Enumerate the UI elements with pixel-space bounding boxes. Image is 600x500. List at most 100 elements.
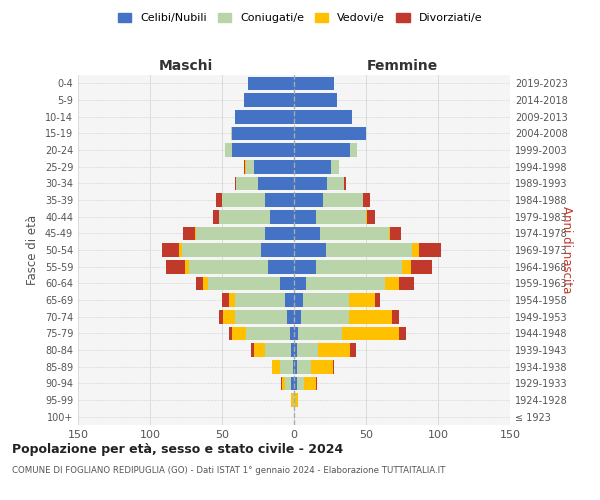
Bar xyxy=(287,310,294,324)
Bar xyxy=(281,376,283,390)
Bar xyxy=(223,310,235,324)
Bar xyxy=(392,310,399,324)
Bar xyxy=(294,210,316,224)
Bar xyxy=(161,243,179,257)
Bar xyxy=(294,260,316,274)
Bar xyxy=(230,126,232,140)
Bar xyxy=(294,126,366,140)
Bar xyxy=(189,260,268,274)
Bar xyxy=(297,343,319,357)
Bar xyxy=(316,210,366,224)
Bar xyxy=(247,326,290,340)
Bar xyxy=(399,326,406,340)
Bar xyxy=(194,226,196,240)
Bar xyxy=(232,326,247,340)
Text: Femmine: Femmine xyxy=(367,60,437,74)
Bar xyxy=(247,160,254,173)
Bar xyxy=(254,343,265,357)
Bar xyxy=(261,243,294,257)
Bar xyxy=(216,193,222,207)
Bar xyxy=(304,376,316,390)
Bar xyxy=(305,276,385,290)
Bar xyxy=(291,393,293,407)
Bar xyxy=(316,376,317,390)
Bar xyxy=(385,276,399,290)
Bar xyxy=(295,393,298,407)
Bar xyxy=(219,310,223,324)
Bar xyxy=(294,310,301,324)
Bar xyxy=(248,76,294,90)
Bar xyxy=(291,343,294,357)
Bar xyxy=(344,176,346,190)
Bar xyxy=(272,360,280,374)
Bar xyxy=(229,293,235,307)
Bar xyxy=(244,160,245,173)
Bar xyxy=(294,110,352,124)
Bar xyxy=(302,293,349,307)
Bar xyxy=(350,143,358,157)
Bar xyxy=(389,226,391,240)
Bar xyxy=(183,226,194,240)
Bar xyxy=(410,260,432,274)
Bar xyxy=(235,293,286,307)
Bar xyxy=(294,360,297,374)
Bar xyxy=(196,276,203,290)
Bar xyxy=(399,276,413,290)
Bar xyxy=(367,210,374,224)
Bar xyxy=(297,376,304,390)
Bar xyxy=(294,176,327,190)
Bar xyxy=(294,276,305,290)
Bar xyxy=(229,326,232,340)
Bar xyxy=(327,176,344,190)
Bar xyxy=(251,343,254,357)
Bar xyxy=(244,93,294,107)
Bar xyxy=(254,160,294,173)
Bar xyxy=(323,193,363,207)
Bar xyxy=(333,360,334,374)
Bar xyxy=(294,293,302,307)
Text: COMUNE DI FOGLIANO REDIPUGLIA (GO) - Dati ISTAT 1° gennaio 2024 - Elaborazione T: COMUNE DI FOGLIANO REDIPUGLIA (GO) - Dat… xyxy=(12,466,445,475)
Bar xyxy=(235,110,294,124)
Bar xyxy=(294,326,298,340)
Bar xyxy=(366,210,367,224)
Bar xyxy=(269,210,294,224)
Bar xyxy=(311,360,333,374)
Bar xyxy=(294,160,331,173)
Bar xyxy=(235,176,236,190)
Bar xyxy=(341,326,399,340)
Bar xyxy=(179,243,182,257)
Bar xyxy=(290,326,294,340)
Bar xyxy=(293,360,294,374)
Bar xyxy=(283,376,286,390)
Bar xyxy=(349,293,374,307)
Bar xyxy=(286,376,291,390)
Bar xyxy=(245,160,247,173)
Bar xyxy=(294,243,326,257)
Bar xyxy=(265,193,294,207)
Bar xyxy=(319,343,350,357)
Bar xyxy=(402,260,410,274)
Bar xyxy=(331,160,338,173)
Bar xyxy=(298,326,341,340)
Text: Maschi: Maschi xyxy=(159,60,213,74)
Bar xyxy=(419,243,441,257)
Bar xyxy=(232,143,294,157)
Bar xyxy=(326,243,412,257)
Bar xyxy=(182,243,261,257)
Bar xyxy=(196,226,265,240)
Bar xyxy=(294,93,337,107)
Bar xyxy=(208,276,280,290)
Bar xyxy=(297,360,311,374)
Bar xyxy=(265,226,294,240)
Bar xyxy=(232,126,294,140)
Bar xyxy=(294,76,334,90)
Legend: Celibi/Nubili, Coniugati/e, Vedovi/e, Divorziati/e: Celibi/Nubili, Coniugati/e, Vedovi/e, Di… xyxy=(113,8,487,28)
Bar xyxy=(225,143,232,157)
Bar xyxy=(349,310,392,324)
Bar xyxy=(291,376,294,390)
Bar xyxy=(374,293,380,307)
Bar xyxy=(268,260,294,274)
Bar xyxy=(294,143,350,157)
Bar xyxy=(222,293,229,307)
Text: Popolazione per età, sesso e stato civile - 2024: Popolazione per età, sesso e stato civil… xyxy=(12,442,343,456)
